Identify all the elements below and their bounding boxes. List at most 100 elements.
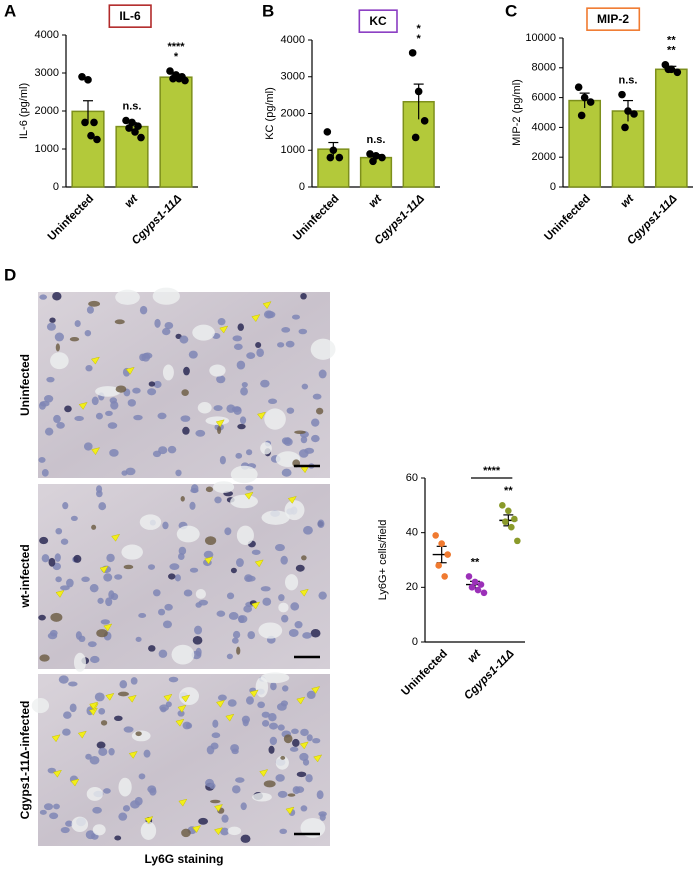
- nucleus: [118, 812, 128, 821]
- nucleus: [219, 455, 226, 465]
- nucleus: [245, 575, 256, 582]
- nucleus: [54, 332, 64, 342]
- arrowhead: [251, 601, 261, 610]
- arrowhead: [313, 754, 323, 763]
- lumen: [236, 525, 254, 546]
- nucleus: [105, 597, 113, 607]
- nucleus: [194, 625, 203, 635]
- nucleus: [130, 800, 140, 809]
- nucleus: [280, 555, 288, 565]
- nucleus: [108, 748, 115, 756]
- nucleus: [216, 610, 226, 617]
- lumen: [192, 324, 215, 341]
- nucleus: [49, 812, 59, 820]
- nucleus: [110, 400, 119, 410]
- significance: *: [417, 33, 422, 45]
- data-point: [122, 116, 130, 125]
- nucleus: [269, 736, 278, 746]
- significance: **: [667, 45, 676, 57]
- significance: *: [174, 51, 179, 63]
- nucleus: [183, 366, 190, 376]
- nucleus: [110, 593, 119, 601]
- nucleus: [46, 322, 56, 331]
- nucleus: [54, 553, 61, 562]
- y-tick-label: 0: [299, 181, 305, 193]
- nucleus: [190, 488, 199, 494]
- nucleus: [243, 605, 253, 613]
- nucleus: [183, 589, 193, 597]
- arrowhead: [181, 694, 191, 703]
- nucleus: [226, 404, 236, 413]
- nucleus: [296, 771, 307, 778]
- y-tick-label: 4000: [35, 29, 59, 41]
- nucleus: [212, 719, 219, 728]
- data-point: [81, 118, 89, 127]
- nucleus: [44, 395, 54, 403]
- chart: 0 2000 4000 6000 8000 10000 MIP-2 (pg/ml) Uninf…: [511, 7, 693, 247]
- nucleus: [177, 710, 185, 717]
- nucleus: [227, 699, 237, 707]
- nucleus: [83, 442, 93, 451]
- nucleus: [195, 429, 206, 437]
- arrowhead: [215, 419, 225, 428]
- nucleus: [41, 469, 49, 477]
- arrowhead: [91, 447, 101, 456]
- significance: n.s.: [123, 100, 142, 112]
- data-point: [84, 76, 92, 84]
- arrowhead: [192, 825, 202, 833]
- stain: [181, 828, 191, 838]
- nucleus: [188, 350, 198, 359]
- micrograph: [38, 292, 330, 478]
- nucleus: [162, 620, 172, 629]
- nucleus: [60, 538, 69, 545]
- nucleus: [182, 426, 190, 435]
- nucleus: [216, 375, 226, 384]
- lumen: [162, 364, 174, 381]
- nucleus: [311, 418, 320, 427]
- nucleus: [312, 737, 321, 744]
- nucleus: [95, 485, 103, 493]
- data-point: [87, 131, 95, 140]
- title-box: [108, 4, 152, 28]
- y-tick-label: 1000: [35, 143, 59, 155]
- arrowhead: [216, 699, 225, 708]
- lumen: [152, 287, 180, 305]
- significance: n.s.: [619, 75, 638, 87]
- data-point: [664, 65, 673, 74]
- nucleus: [98, 502, 107, 511]
- x-tick-label: wt: [367, 192, 385, 210]
- arrowhead: [144, 816, 154, 824]
- nucleus: [228, 612, 239, 620]
- nucleus: [70, 515, 78, 521]
- data-point: [137, 133, 145, 142]
- arrowhead: [127, 694, 137, 703]
- lumen: [258, 622, 283, 639]
- y-tick-label: 20: [406, 581, 418, 593]
- arrowhead: [90, 356, 100, 365]
- chart-title: MIP-2: [597, 12, 629, 26]
- nucleus: [60, 827, 70, 834]
- nucleus: [86, 306, 94, 314]
- lumen: [264, 408, 286, 430]
- lumen: [71, 816, 89, 833]
- stain: [88, 300, 101, 307]
- nucleus: [288, 629, 299, 637]
- nucleus: [265, 311, 276, 319]
- nucleus: [148, 645, 156, 652]
- nucleus: [236, 360, 246, 370]
- arrowhead: [259, 769, 269, 777]
- nucleus: [284, 437, 292, 445]
- nucleus: [289, 746, 299, 752]
- lumen: [278, 602, 289, 613]
- nucleus: [210, 742, 219, 750]
- data-point: [499, 502, 506, 509]
- arrowhead: [53, 769, 62, 778]
- nucleus: [275, 774, 285, 782]
- lumen: [261, 510, 290, 525]
- stain: [115, 385, 127, 393]
- stain: [91, 524, 97, 530]
- nucleus: [260, 379, 270, 388]
- arrowhead: [178, 798, 188, 807]
- nucleus: [66, 578, 74, 588]
- nucleus: [49, 317, 56, 323]
